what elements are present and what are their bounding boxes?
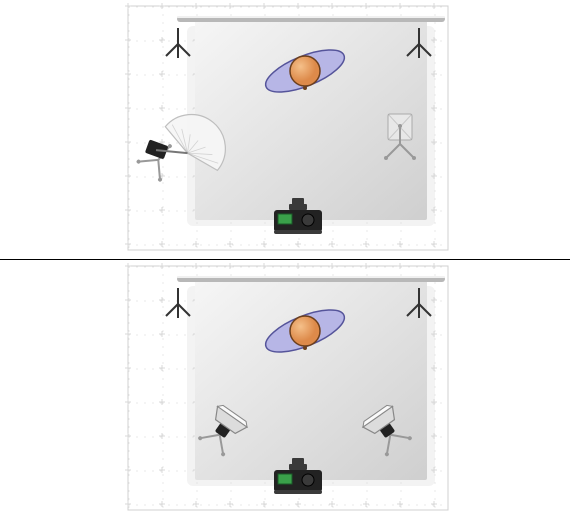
diagram-canvas-1 [0,0,570,259]
backdrop [195,280,427,480]
lighting-diagram-panel-2 [0,260,570,519]
diagram-canvas-2 [0,260,570,519]
lighting-diagram-panel-1 [0,0,570,259]
